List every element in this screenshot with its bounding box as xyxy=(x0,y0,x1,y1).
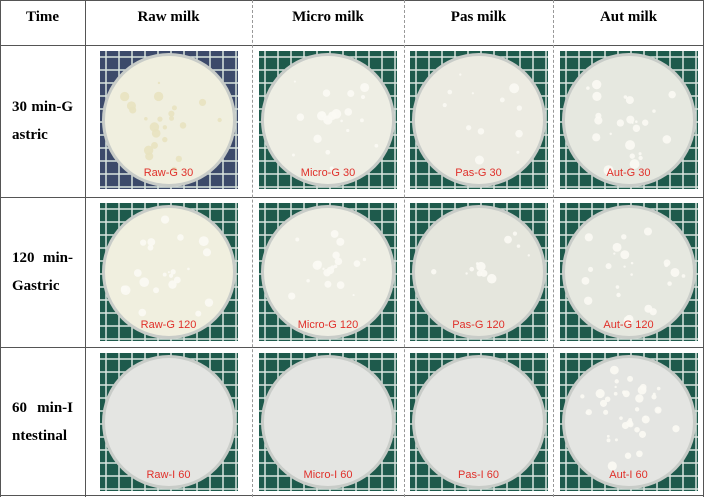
time-cell: 120 min-Gastric xyxy=(0,197,85,347)
rule xyxy=(0,45,704,46)
column-header: Micro milk xyxy=(292,9,364,25)
rule xyxy=(0,197,704,198)
dish-photo: Micro-G 30 xyxy=(259,51,397,189)
rule xyxy=(0,347,704,348)
rule xyxy=(85,0,86,497)
time-label: 120 min-Gastric xyxy=(12,250,73,294)
rule xyxy=(252,0,253,497)
dish-photo: Pas-I 60 xyxy=(409,353,548,491)
column-header: Time xyxy=(25,9,60,25)
dish-label: Raw-I 60 xyxy=(146,469,191,481)
dish-label: Micro-I 60 xyxy=(303,469,353,481)
dish-photo: Aut-G 30 xyxy=(559,51,698,189)
rule xyxy=(0,0,704,1)
rule xyxy=(0,0,1,497)
dish-photo: Micro-G 120 xyxy=(259,203,397,341)
dish-photo: Raw-I 60 xyxy=(99,353,238,491)
dish-photo: Pas-G 30 xyxy=(409,51,548,189)
dish-photo: Aut-G 120 xyxy=(559,203,698,341)
rule xyxy=(0,495,704,496)
dish-label: Aut-G 30 xyxy=(606,167,651,179)
dish-image xyxy=(559,203,698,341)
dish-photo: Micro-I 60 xyxy=(259,353,397,491)
dish-image xyxy=(259,203,397,341)
dish-label: Pas-I 60 xyxy=(458,469,499,481)
rule xyxy=(553,0,554,497)
dish-image xyxy=(559,353,698,491)
dish-image xyxy=(99,353,238,491)
dish-image xyxy=(559,51,698,189)
time-cell: 30 min-Gastric xyxy=(0,45,85,197)
dish-image xyxy=(99,51,238,189)
column-header: Pas milk xyxy=(450,9,507,25)
dish-image xyxy=(409,203,548,341)
rule xyxy=(404,0,405,497)
dish-image xyxy=(409,353,548,491)
dish-photo: Pas-G 120 xyxy=(409,203,548,341)
dish-photo: Aut-I 60 xyxy=(559,353,698,491)
dish-photo: Raw-G 30 xyxy=(99,51,238,189)
dish-label: Pas-G 30 xyxy=(455,167,502,179)
dish-image xyxy=(409,51,548,189)
dish-label: Aut-G 120 xyxy=(603,319,654,331)
dish-label: Pas-G 120 xyxy=(452,319,505,331)
dish-image xyxy=(99,203,238,341)
time-label: 60 min-Intestinal xyxy=(12,400,73,444)
dish-photo: Raw-G 120 xyxy=(99,203,238,341)
dish-label: Micro-G 30 xyxy=(300,167,356,179)
dish-label: Aut-I 60 xyxy=(609,469,648,481)
column-header: Aut milk xyxy=(599,9,658,25)
time-label: 30 min-Gastric xyxy=(12,99,73,143)
dish-label: Raw-G 30 xyxy=(143,167,194,179)
dish-image xyxy=(259,353,397,491)
dish-label: Raw-G 120 xyxy=(140,319,197,331)
time-cell: 60 min-Intestinal xyxy=(0,347,85,497)
column-header: Raw milk xyxy=(137,9,200,25)
dish-label: Micro-G 120 xyxy=(297,319,359,331)
dish-image xyxy=(259,51,397,189)
